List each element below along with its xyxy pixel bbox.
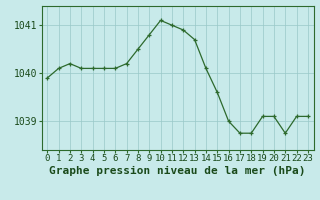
X-axis label: Graphe pression niveau de la mer (hPa): Graphe pression niveau de la mer (hPa)	[49, 166, 306, 176]
